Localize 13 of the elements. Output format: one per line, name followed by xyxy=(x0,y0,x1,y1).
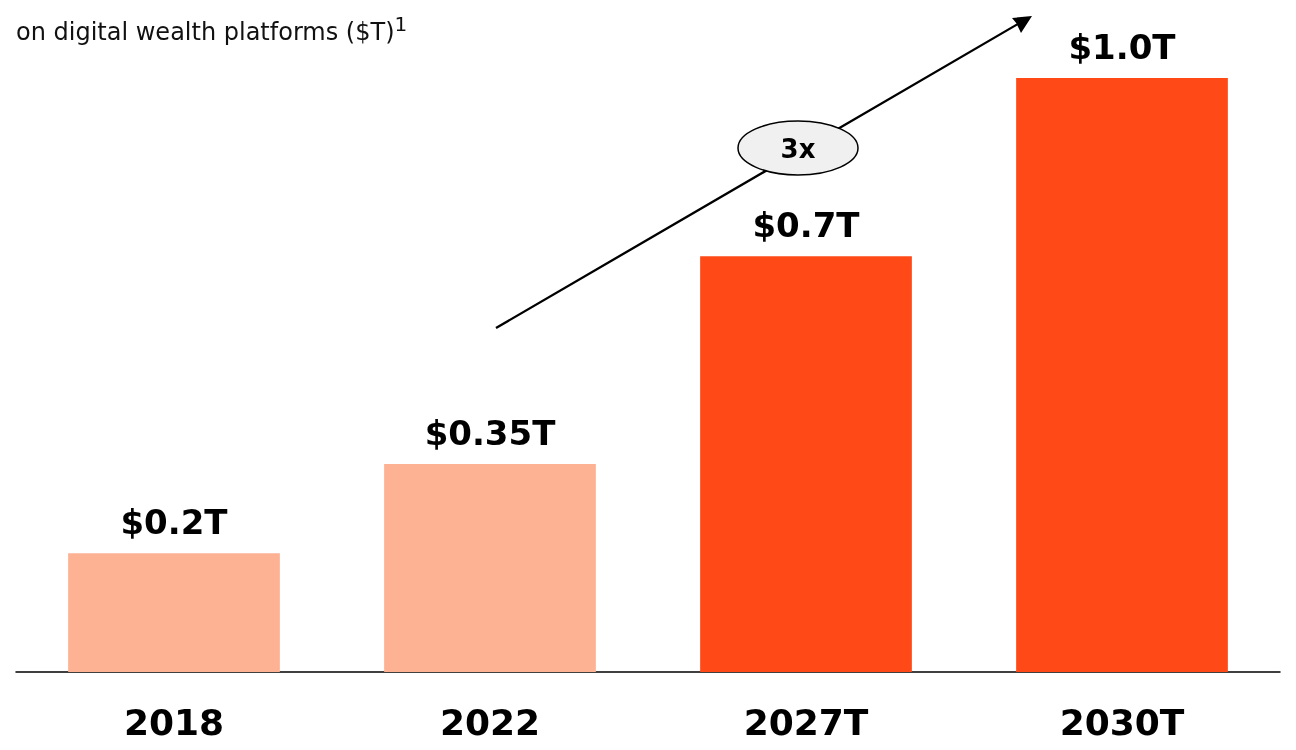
x-tick-label: 2018 xyxy=(123,701,225,743)
bar xyxy=(68,553,280,672)
data-label: $0.2T xyxy=(120,502,229,543)
x-tick-label: 2022 xyxy=(439,701,541,743)
x-tick-label: 2030T xyxy=(1059,701,1185,743)
bar xyxy=(1016,78,1228,672)
data-label: $0.35T xyxy=(424,413,557,454)
chart-title: on digital wealth platforms ($T)$^{1}$ xyxy=(16,12,408,46)
data-label: $0.7T xyxy=(752,205,861,246)
annotation: 3x xyxy=(780,134,816,164)
x-tick-label: 2027T xyxy=(743,701,869,743)
bar xyxy=(384,464,596,672)
data-label: $1.0T xyxy=(1068,27,1177,67)
